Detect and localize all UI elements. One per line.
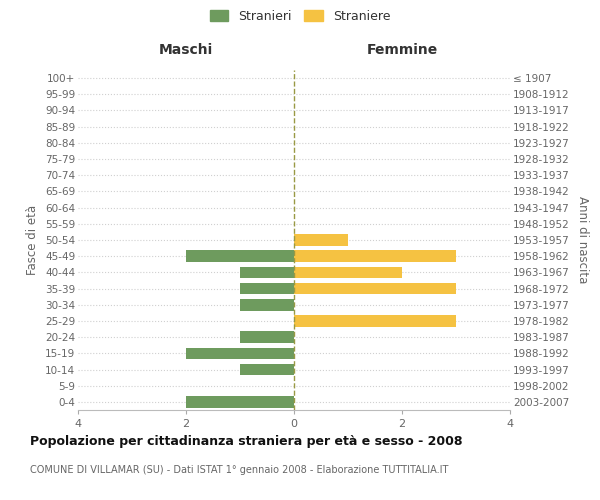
Bar bbox=[294, 282, 456, 294]
Bar bbox=[240, 332, 294, 343]
Text: Femmine: Femmine bbox=[367, 44, 437, 58]
Text: Maschi: Maschi bbox=[159, 44, 213, 58]
Bar bbox=[240, 266, 294, 278]
Bar bbox=[294, 266, 402, 278]
Bar bbox=[240, 282, 294, 294]
Bar bbox=[240, 299, 294, 310]
Y-axis label: Fasce di età: Fasce di età bbox=[26, 205, 40, 275]
Text: COMUNE DI VILLAMAR (SU) - Dati ISTAT 1° gennaio 2008 - Elaborazione TUTTITALIA.I: COMUNE DI VILLAMAR (SU) - Dati ISTAT 1° … bbox=[30, 465, 448, 475]
Bar bbox=[294, 250, 456, 262]
Bar bbox=[294, 315, 456, 327]
Bar bbox=[186, 250, 294, 262]
Y-axis label: Anni di nascita: Anni di nascita bbox=[576, 196, 589, 284]
Bar bbox=[186, 396, 294, 407]
Bar bbox=[186, 348, 294, 359]
Legend: Stranieri, Straniere: Stranieri, Straniere bbox=[205, 5, 395, 28]
Bar bbox=[240, 364, 294, 376]
Bar bbox=[294, 234, 348, 246]
Text: Popolazione per cittadinanza straniera per età e sesso - 2008: Popolazione per cittadinanza straniera p… bbox=[30, 435, 463, 448]
